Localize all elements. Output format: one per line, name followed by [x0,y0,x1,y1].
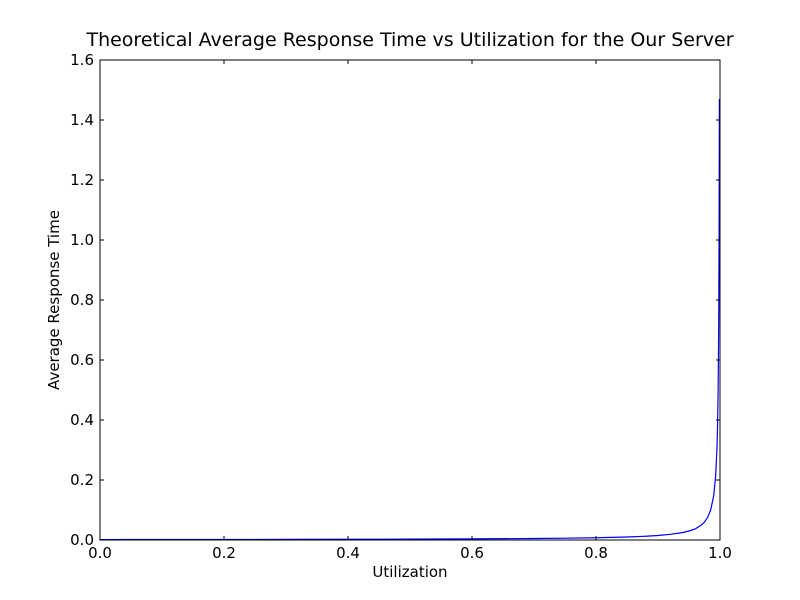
x-axis-title: Utilization [372,563,447,581]
x-tick-label: 0.8 [584,544,608,562]
plot-area: 0.0 0.2 0.4 0.6 0.8 1.0 0.0 0.2 0.4 0.6 0.8 1.0 1.2 1… [70,51,732,562]
y-axis-title: Average Response Time [45,210,63,390]
y-tick-label: 0.8 [70,291,94,309]
plot-frame [99,59,721,541]
y-tick-label: 0.6 [70,351,94,369]
x-tick-label: 0.2 [212,544,236,562]
y-tick-label: 0.0 [70,531,94,549]
x-tick-label: 1.0 [708,544,732,562]
x-tick-label: 0.0 [88,544,112,562]
y-tick-label: 1.2 [70,171,94,189]
y-tick-label: 1.0 [70,231,94,249]
x-tick-label: 0.4 [336,544,360,562]
chart-title: Theoretical Average Response Time vs Uti… [85,29,733,51]
series-line [99,98,720,541]
y-tick-label: 0.4 [70,411,94,429]
y-tick-label: 1.4 [70,111,94,129]
x-tick-label: 0.6 [460,544,484,562]
y-tick-label: 1.6 [70,51,94,69]
y-tick-label: 0.2 [70,471,94,489]
